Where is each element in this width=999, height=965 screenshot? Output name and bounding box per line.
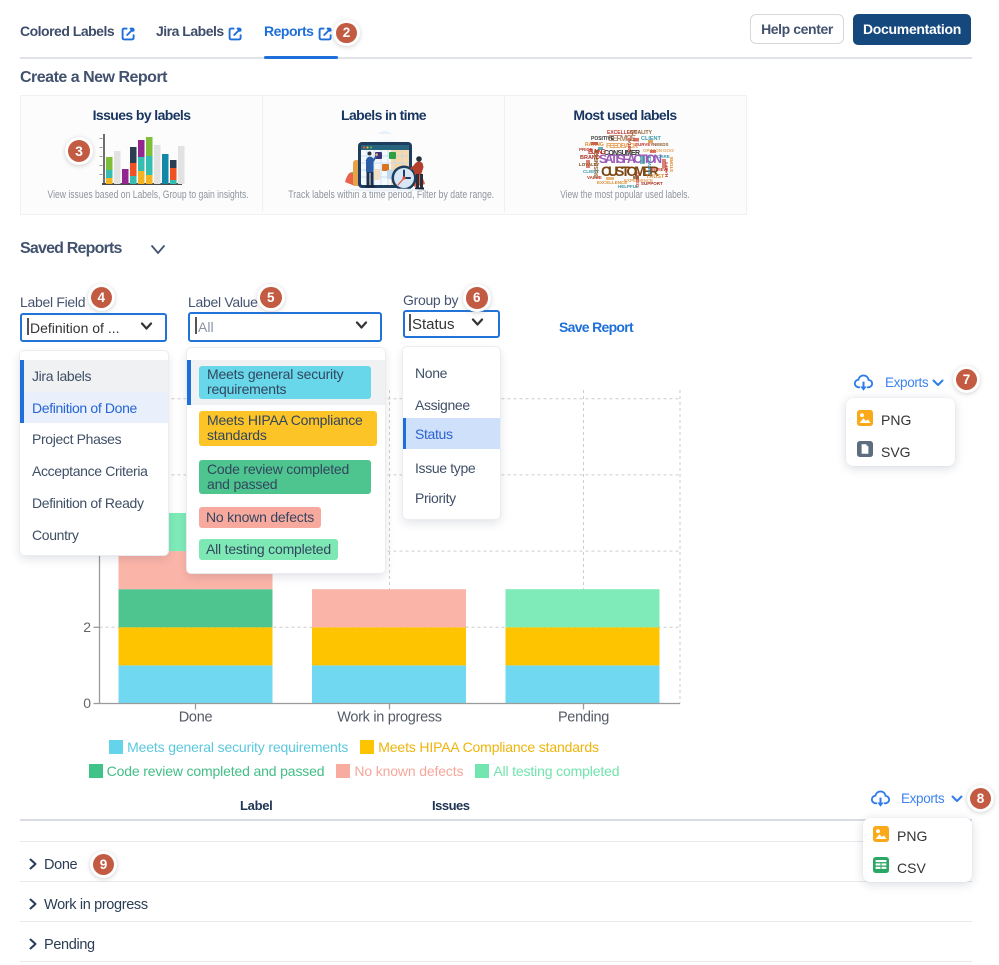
svg-text:EXPERIENCE: EXPERIENCE (624, 178, 653, 183)
svg-text:NEEDS: NEEDS (653, 142, 669, 147)
svg-text:BUYING: BUYING (588, 149, 607, 156)
svg-text:SERVICE: SERVICE (608, 134, 637, 143)
svg-text:Done: Done (179, 709, 213, 725)
svg-text:USERS: USERS (635, 171, 640, 187)
svg-text:2: 2 (83, 619, 91, 635)
svg-text:GOOD: GOOD (663, 148, 674, 153)
svg-text:Pending: Pending (558, 709, 609, 725)
svg-text:HAPPY: HAPPY (664, 161, 669, 177)
svg-text:0: 0 (83, 695, 91, 711)
svg-text:REVIEW: REVIEW (650, 167, 669, 172)
svg-text:PRICE: PRICE (579, 147, 593, 152)
svg-text:VALUE: VALUE (587, 175, 602, 180)
svg-text:SURVEY: SURVEY (635, 142, 653, 147)
svg-text:POSITIVE: POSITIVE (591, 136, 615, 142)
svg-text:CUSTOMER: CUSTOMER (601, 163, 659, 179)
svg-text:HELPFUL: HELPFUL (618, 184, 639, 189)
svg-text:SATISFACTION: SATISFACTION (599, 152, 662, 166)
svg-text:EXCELLENCE: EXCELLENCE (597, 180, 627, 185)
svg-text:CLIENT: CLIENT (641, 136, 662, 142)
svg-text:CONSUMER: CONSUMER (604, 150, 640, 157)
svg-text:BRAND: BRAND (580, 155, 600, 161)
svg-text:EXCELLENT: EXCELLENT (607, 130, 637, 136)
svg-text:Work in progress: Work in progress (337, 709, 442, 725)
svg-text:QUALITY: QUALITY (630, 130, 653, 136)
svg-text:BUSINESS: BUSINESS (594, 150, 600, 178)
svg-text:FEEDBACK: FEEDBACK (606, 143, 638, 150)
svg-text:CARE: CARE (657, 154, 670, 159)
svg-text:CLIENT: CLIENT (583, 169, 600, 174)
svg-text:RETAIL: RETAIL (627, 136, 632, 152)
svg-text:STORE: STORE (669, 157, 674, 172)
svg-text:TRUST: TRUST (646, 174, 665, 180)
svg-text:SERVICE: SERVICE (647, 155, 652, 175)
svg-text:SUPPORT: SUPPORT (641, 181, 663, 186)
